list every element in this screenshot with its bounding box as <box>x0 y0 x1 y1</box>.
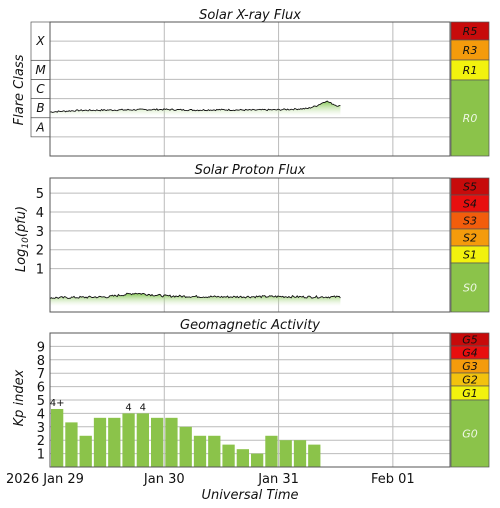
kp-bar <box>222 444 235 467</box>
proton-flux-line <box>49 292 341 300</box>
kp-bar <box>179 426 192 467</box>
scale-label-s2: S2 <box>463 232 477 245</box>
scale-label-r1: R1 <box>463 64 478 77</box>
kp-bar <box>122 413 135 467</box>
kp-bar <box>51 408 64 467</box>
kp-ytick-label: 3 <box>37 421 45 436</box>
xray-plot-frame <box>49 21 451 157</box>
flare-class-label-m: M <box>35 63 46 77</box>
proton-ytick-label: 1 <box>36 263 44 278</box>
time-axis-ticks: 2026 Jan 29 Jan 30 Jan 31 Feb 01 <box>6 472 415 487</box>
scale-label-g4: G4 <box>462 347 478 360</box>
kp-bar <box>151 417 164 467</box>
kp-ytick-label: 1 <box>37 448 45 463</box>
proton-flux-trace <box>49 292 341 306</box>
proton-ylabel: Log10(pfu) <box>14 206 31 272</box>
xray-title: Solar X-ray Flux <box>199 8 301 23</box>
scale-label-s1: S1 <box>463 249 477 262</box>
scale-label-s3: S3 <box>463 215 477 228</box>
scale-label-s4: S4 <box>463 198 477 211</box>
radio-blackout-scale: R5 R3 R1 R0 <box>450 21 490 157</box>
flare-class-label-a: A <box>35 120 44 134</box>
kp-title: Geomagnetic Activity <box>180 318 320 333</box>
time-tick-label: 2026 Jan 29 <box>6 472 84 487</box>
kp-bar <box>293 440 307 467</box>
scale-label-r5: R5 <box>463 25 478 38</box>
kp-bar <box>65 422 78 467</box>
scale-label-s0: S0 <box>463 282 477 295</box>
kp-bar <box>193 435 207 467</box>
time-tick-label: Feb 01 <box>371 472 415 487</box>
time-tick-label: Jan 30 <box>143 472 185 487</box>
scale-box-r0 <box>450 79 490 157</box>
proton-title: Solar Proton Flux <box>195 163 306 178</box>
flare-class-label-x: X <box>35 34 45 48</box>
scale-label-g1: G1 <box>462 387 478 400</box>
xray-ylabel: Flare Class <box>12 54 27 125</box>
scale-box-g0 <box>450 399 490 468</box>
time-tick-label: Jan 31 <box>257 472 299 487</box>
proton-ytick-label: 3 <box>36 225 44 240</box>
xray-grid <box>50 22 450 156</box>
kp-bar <box>236 449 249 467</box>
kp-bar <box>308 444 321 467</box>
xray-flux-fill <box>50 101 341 116</box>
kp-bar <box>108 417 121 467</box>
xray-flux-line <box>49 100 341 113</box>
kp-bars: 4+ 4 4 <box>50 398 321 467</box>
scale-box-s0 <box>450 262 490 313</box>
kp-plot-frame <box>49 332 451 468</box>
proton-plot-frame <box>49 177 451 313</box>
kp-ytick-label: 4 <box>37 407 45 422</box>
scale-label-g3: G3 <box>462 360 478 373</box>
kp-ytick-label: 7 <box>37 367 45 382</box>
kp-bar-label: 4 <box>140 402 146 413</box>
kp-bar <box>251 453 264 467</box>
kp-ytick-label: 6 <box>37 381 45 396</box>
kp-bar <box>265 435 278 467</box>
kp-bar <box>93 417 107 467</box>
radiation-storm-scale: S5 S4 S3 S2 S1 S0 <box>450 177 490 313</box>
scale-label-g2: G2 <box>462 374 478 387</box>
scale-label-s5: S5 <box>463 181 477 194</box>
flare-class-label-c: C <box>36 82 45 96</box>
scale-label-g0: G0 <box>462 428 478 441</box>
proton-ytick-label: 2 <box>36 244 44 259</box>
kp-bar <box>79 435 92 467</box>
kp-ytick-label: 9 <box>37 340 45 355</box>
kp-ytick-label: 5 <box>37 394 45 409</box>
scale-label-r3: R3 <box>463 44 478 57</box>
proton-ytick-label: 4 <box>36 206 44 221</box>
kp-ytick-label: 8 <box>37 354 45 369</box>
xray-flux-trace <box>49 100 341 116</box>
scale-label-r0: R0 <box>463 112 478 125</box>
proton-grid: 1 2 3 4 5 <box>36 178 450 312</box>
kp-bar <box>279 440 292 467</box>
scale-label-g5: G5 <box>462 334 478 347</box>
kp-bar-label: 4+ <box>50 398 65 409</box>
kp-ytick-label: 2 <box>37 434 45 449</box>
kp-bar-label: 4 <box>125 402 131 413</box>
kp-bar <box>208 435 221 467</box>
proton-ytick-label: 5 <box>36 187 44 202</box>
flare-class-label-b: B <box>36 101 44 115</box>
time-axis-label: Universal Time <box>201 488 298 503</box>
kp-bar <box>136 413 149 467</box>
kp-bar <box>165 417 178 467</box>
kp-ylabel: Kp index <box>12 369 27 426</box>
proton-flux-fill <box>50 293 341 306</box>
